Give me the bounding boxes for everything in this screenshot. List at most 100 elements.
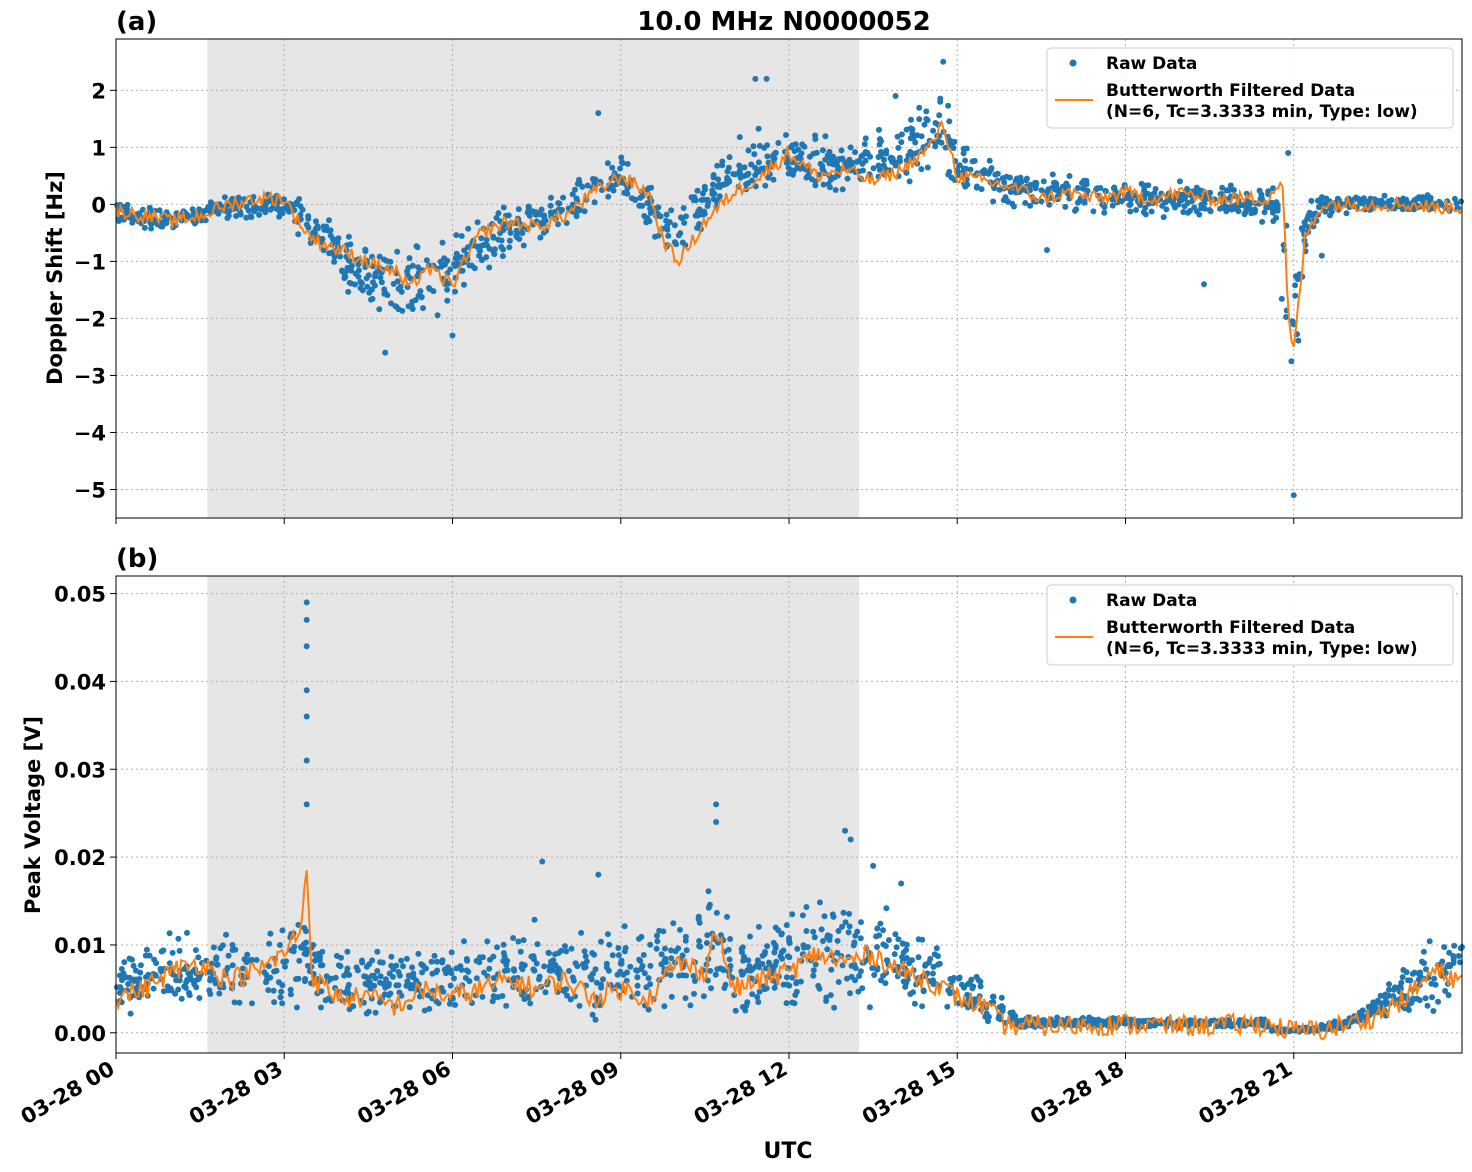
raw-data-point [453,232,460,239]
raw-data-point [552,951,558,958]
raw-data-point [1193,208,1200,215]
raw-data-point [829,158,836,164]
raw-data-point [858,919,864,926]
raw-data-point [595,110,602,117]
raw-data-point [885,937,892,944]
raw-data-point [486,965,493,972]
raw-data-point [287,986,294,993]
raw-data-point [621,923,628,930]
raw-data-point [423,257,430,264]
raw-data-point [208,960,215,967]
raw-data-point [531,916,538,923]
raw-data-point [903,955,910,961]
raw-data-point [303,599,310,606]
raw-data-point [664,223,670,230]
raw-data-point [787,144,794,151]
raw-data-point [821,913,828,920]
raw-data-point [1259,218,1266,225]
legend-filtered-label-line1: Butterworth Filtered Data [1106,81,1355,101]
raw-data-point [451,261,458,268]
raw-data-point [1424,1002,1431,1009]
raw-data-point [303,713,310,720]
raw-data-point [368,972,375,979]
raw-data-point [528,953,535,960]
raw-data-point [428,958,435,965]
raw-data-point [827,176,834,183]
raw-data-point [667,972,674,978]
raw-data-point [694,224,701,231]
raw-data-point [382,349,389,356]
raw-data-point [1095,1016,1102,1023]
raw-data-point [912,139,919,146]
raw-data-point [173,977,180,984]
raw-data-point [562,943,568,950]
raw-data-point [855,988,862,995]
raw-data-point [786,937,792,944]
raw-data-point [119,973,125,980]
raw-data-point [688,194,695,201]
raw-data-point [1298,225,1305,232]
raw-data-point [484,938,491,945]
legend-box [1046,584,1454,666]
raw-data-point [704,203,711,209]
raw-data-point [835,979,842,985]
raw-data-point [719,162,726,169]
raw-data-point [196,995,203,1001]
raw-data-point [1381,192,1388,199]
raw-data-point [910,989,916,996]
raw-data-point [303,616,310,623]
raw-data-point [279,927,286,934]
raw-data-point [945,987,952,994]
raw-data-point [322,997,329,1004]
raw-data-point [500,227,507,233]
raw-data-point [352,281,358,288]
raw-data-point [903,941,910,948]
raw-data-point [695,913,702,920]
raw-data-point [1033,180,1040,186]
raw-data-point [645,1006,652,1013]
raw-data-point [362,246,369,253]
raw-data-point [513,227,520,234]
raw-data-point [137,962,144,969]
raw-data-point [755,125,762,132]
raw-data-point [195,975,202,982]
raw-data-point [123,974,130,981]
raw-data-point [270,987,277,994]
raw-data-point [990,999,997,1006]
raw-data-point [338,954,344,961]
raw-data-point [764,943,771,950]
raw-data-point [501,967,508,974]
raw-data-point [1163,198,1170,205]
raw-data-point [1260,1017,1267,1024]
raw-data-point [229,942,236,948]
raw-data-point [683,947,690,954]
raw-data-point [762,182,769,189]
raw-data-point [677,214,684,221]
raw-data-point [1400,967,1407,973]
raw-data-point [364,981,371,988]
raw-data-point [812,961,819,968]
raw-data-point [358,280,365,287]
raw-data-point [1442,987,1449,994]
raw-data-point [390,966,397,973]
raw-data-point [499,253,506,260]
raw-data-point [800,942,807,949]
y-tick-label: 2 [91,79,106,103]
raw-data-point [824,946,831,953]
raw-data-point [159,223,166,230]
raw-data-point [312,218,319,225]
raw-data-point [1314,197,1321,204]
raw-data-point [323,223,330,230]
raw-data-point [581,948,588,955]
raw-data-point [829,911,836,918]
filtered-data-line [115,870,1463,1041]
raw-data-point [1101,1018,1108,1025]
raw-data-point [610,187,617,194]
raw-data-point [560,194,567,201]
raw-data-point [844,175,851,182]
raw-data-point [1079,1015,1086,1021]
raw-data-point [261,969,268,976]
raw-data-point [852,932,859,939]
raw-data-point [1074,199,1081,206]
raw-data-point [344,948,351,955]
